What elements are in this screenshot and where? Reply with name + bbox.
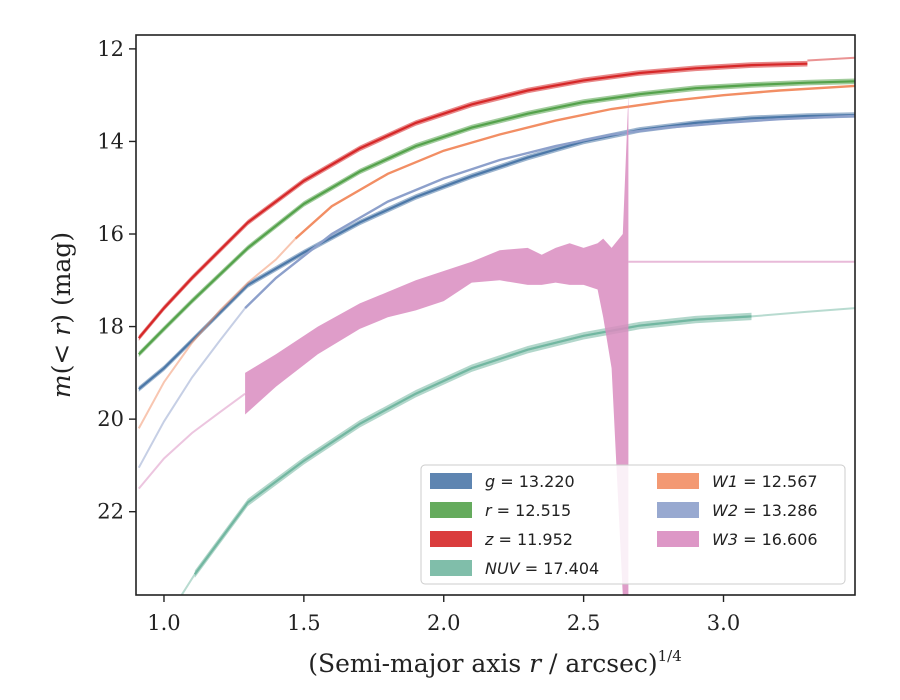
legend-swatch — [657, 473, 699, 489]
series-w1-extrapolated-line — [137, 237, 297, 429]
y-tick-label: 20 — [97, 407, 124, 431]
series-z-extrapolated-line — [807, 56, 855, 62]
y-tick-label: 16 — [97, 222, 124, 246]
y-tick-label: 18 — [97, 315, 124, 339]
series-r-line — [138, 80, 855, 356]
legend-swatch — [657, 531, 699, 547]
series-layer — [137, 56, 855, 595]
legend-item-nuv: NUV = 17.404 — [430, 559, 599, 578]
series-w2-line — [244, 114, 855, 309]
legend-swatch — [430, 502, 472, 518]
y-tick-label: 14 — [97, 129, 124, 153]
x-tick-label: 3.0 — [707, 611, 740, 635]
x-tick-label: 1.5 — [287, 611, 320, 635]
plot-frame — [135, 34, 856, 596]
x-axis-label: (Semi-major axis r / arcsec)1/4 — [308, 647, 682, 678]
series-nuv-band — [194, 312, 752, 578]
series-w2 — [137, 114, 855, 469]
legend-swatch — [430, 531, 472, 547]
legend-swatch — [430, 473, 472, 489]
series-z-line — [137, 62, 808, 339]
y-axis-ticks: 12 14 16 18 20 22 — [97, 37, 136, 524]
series-w3-band — [245, 95, 629, 595]
y-axis-label: m(< r) (mag) — [47, 232, 76, 398]
legend-label: r = 12.515 — [485, 501, 571, 520]
y-tick-label: 12 — [97, 37, 124, 61]
legend-item-g: g = 13.220 — [430, 472, 575, 491]
x-tick-label: 2.0 — [427, 611, 460, 635]
x-axis-ticks: 1.0 1.5 2.0 2.5 3.0 — [147, 595, 740, 635]
series-w3 — [138, 95, 855, 595]
y-tick-label: 22 — [97, 500, 124, 524]
legend-item-w1: W1 = 12.567 — [657, 472, 818, 491]
legend-box — [420, 464, 846, 585]
legend: g = 13.220 r = 12.515 z = 11.952 NUV = 17.4… — [420, 464, 846, 585]
series-w3-extrapolated-line — [138, 392, 246, 490]
legend-label: W3 = 16.606 — [712, 530, 818, 549]
legend-label: g = 13.220 — [485, 472, 575, 491]
legend-item-z: z = 11.952 — [430, 530, 573, 549]
legend-label: z = 11.952 — [484, 530, 573, 549]
x-tick-label: 2.5 — [567, 611, 600, 635]
series-nuv — [180, 307, 855, 595]
series-w1-line — [294, 84, 855, 240]
x-tick-label: 1.0 — [147, 611, 180, 635]
legend-item-w2: W2 = 13.286 — [657, 501, 818, 520]
legend-label: W1 = 12.567 — [712, 472, 818, 491]
series-r — [138, 78, 855, 358]
legend-label: W2 = 13.286 — [712, 501, 818, 520]
legend-swatch — [430, 560, 472, 576]
legend-swatch — [657, 502, 699, 518]
series-z — [137, 56, 855, 341]
legend-item-w3: W3 = 16.606 — [657, 530, 818, 549]
series-w2-extrapolated-line — [137, 307, 246, 469]
legend-item-r: r = 12.515 — [430, 501, 571, 520]
series-w1 — [137, 84, 855, 429]
series-nuv-line — [193, 315, 752, 575]
legend-label: NUV = 17.404 — [485, 559, 599, 578]
